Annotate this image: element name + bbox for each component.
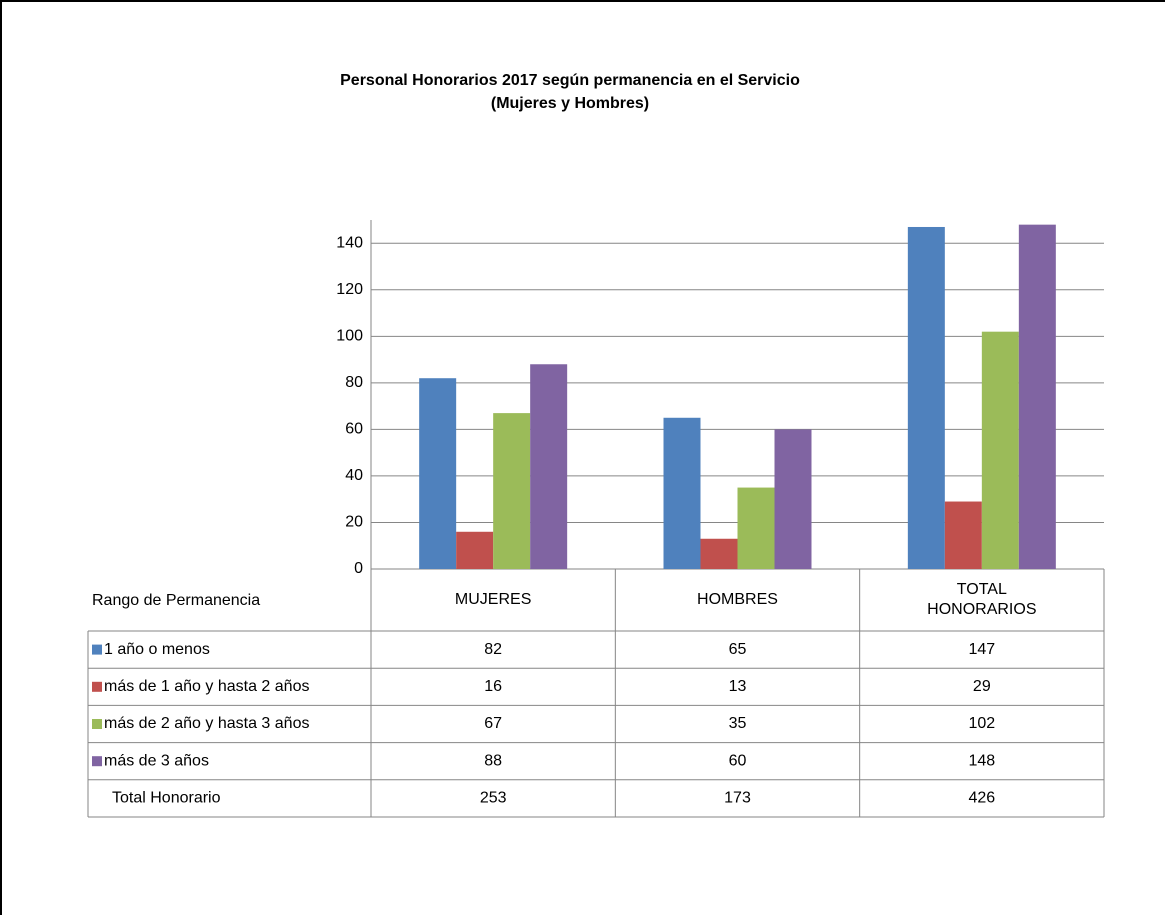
bar	[663, 417, 701, 569]
x-tick-label-box: MUJERES	[371, 573, 615, 627]
bar	[456, 531, 494, 569]
total-label: Total Honorario	[112, 790, 221, 807]
table-cell: 102	[968, 715, 995, 732]
table-cell: 148	[968, 752, 995, 769]
table-cell: 60	[729, 752, 747, 769]
table-cell: 253	[480, 790, 507, 807]
legend-label: 1 año o menos	[104, 641, 210, 658]
y-tick-label: 60	[345, 421, 363, 438]
legend-key	[92, 681, 102, 692]
chart-title: Personal Honorarios 2017 según permanenc…	[340, 72, 800, 89]
legend-key	[92, 719, 102, 729]
table-cell: 35	[729, 715, 747, 732]
bar	[981, 331, 1019, 569]
table-cell: 29	[973, 678, 991, 695]
legend-label: más de 2 año y hasta 3 años	[104, 715, 309, 732]
bar	[774, 429, 812, 569]
y-tick-label: 80	[345, 374, 363, 391]
table-cell: 67	[484, 715, 502, 732]
bar	[530, 364, 568, 569]
table-cell: 65	[729, 641, 747, 658]
chart-subtitle: (Mujeres y Hombres)	[491, 95, 649, 112]
legend-key	[92, 756, 102, 767]
legend-key	[92, 644, 102, 655]
bar	[1018, 224, 1056, 570]
x-tick-label-wrap: MUJERES	[371, 573, 615, 627]
bar	[700, 538, 738, 569]
y-tick-label: 0	[354, 560, 363, 577]
bar	[944, 501, 982, 569]
legend-label: más de 3 años	[104, 752, 209, 769]
bar	[907, 226, 945, 570]
bar	[737, 487, 775, 569]
table-cell: 426	[968, 790, 995, 807]
x-tick-label-box: HOMBRES	[615, 573, 859, 627]
x-tick-label-wrap: TOTAL HONORARIOS	[860, 573, 1104, 627]
bar	[419, 378, 457, 569]
table-cell: 13	[729, 678, 747, 695]
y-tick-label: 100	[336, 328, 363, 345]
y-tick-label: 40	[345, 467, 363, 484]
y-tick-label: 140	[336, 234, 363, 251]
y-tick-label: 20	[345, 514, 363, 531]
table-cell: 147	[968, 641, 995, 658]
x-tick-label: MUJERES	[454, 591, 532, 608]
bar	[493, 413, 531, 569]
x-tick-label: HOMBRES	[697, 591, 778, 608]
table-header: Rango de Permanencia	[92, 592, 260, 609]
legend-label: más de 1 año y hasta 2 años	[104, 678, 309, 695]
y-tick-label: 120	[336, 281, 363, 298]
table-cell: 82	[484, 641, 502, 658]
table-cell: 16	[484, 678, 502, 695]
table-cell: 173	[724, 790, 751, 807]
x-tick-label: TOTAL HONORARIOS	[927, 581, 1037, 618]
x-tick-label-box: TOTAL HONORARIOS	[860, 573, 1104, 627]
x-tick-label-wrap: HOMBRES	[615, 573, 859, 627]
table-cell: 88	[484, 752, 502, 769]
